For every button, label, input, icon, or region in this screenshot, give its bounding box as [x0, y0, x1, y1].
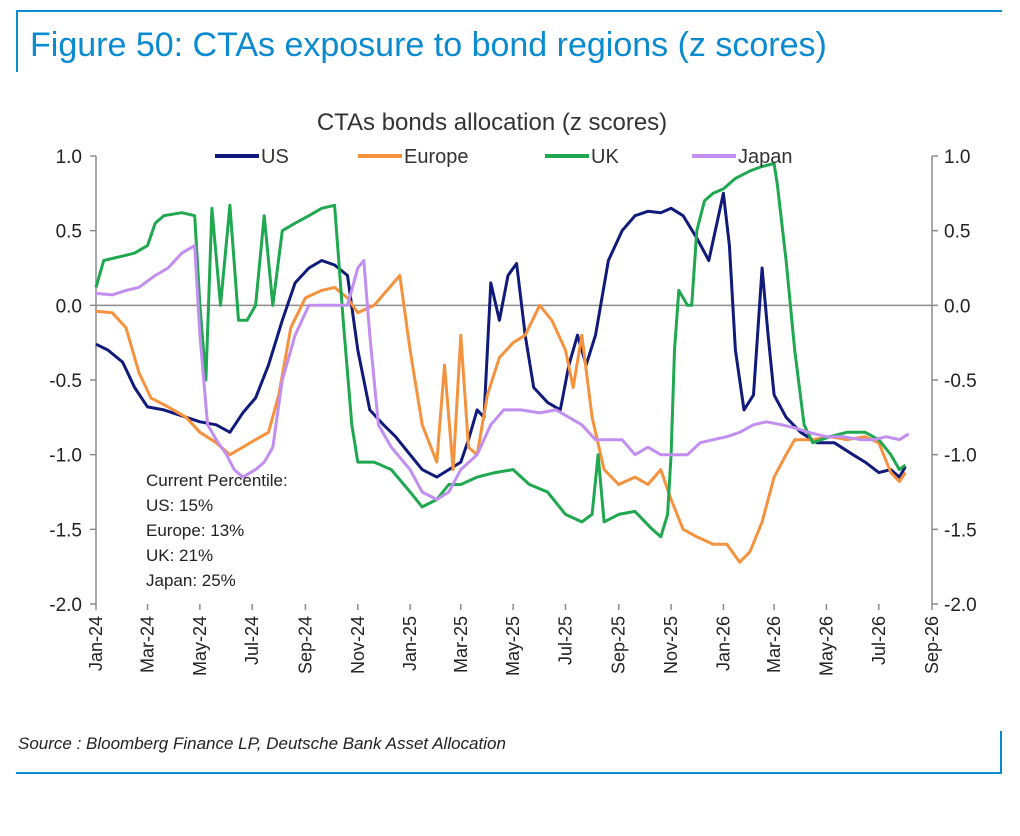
annotation-line-europe: Europe: 13%: [146, 521, 245, 540]
annotation-line-japan: Japan: 25%: [146, 571, 236, 590]
source-note: Source : Bloomberg Finance LP, Deutsche …: [18, 734, 506, 753]
left-y-tick-label: 0.0: [56, 296, 82, 317]
left-y-tick-label: 1.0: [56, 147, 82, 168]
x-tick-label: Mar-25: [451, 616, 471, 673]
right-y-tick-label: 0.0: [944, 296, 970, 317]
right-y-tick-label: -1.0: [944, 446, 977, 467]
legend-label-europe: Europe: [404, 146, 469, 168]
series-line-us: [95, 191, 907, 479]
left-y-tick-label: -2.0: [49, 595, 82, 616]
legend-label-japan: Japan: [738, 146, 793, 168]
x-tick-label: May-25: [503, 616, 523, 676]
legend-label-uk: UK: [591, 146, 619, 168]
series-line-europe: [95, 274, 907, 564]
series-line-japan: [95, 244, 910, 501]
axes: -2.0 -2.0 -1.5 -1.5 -1.0 -1.0 -0.5 -0.5 0.0 0.0 0.…: [49, 147, 977, 676]
frame-top-rule: [16, 10, 1002, 12]
right-y-tick-label: -2.0: [944, 595, 977, 616]
legend-label-us: US: [261, 146, 289, 168]
frame-right-rule: [1000, 731, 1002, 773]
x-tick-label: Sep-24: [295, 616, 315, 674]
right-y-tick-label: 1.0: [944, 147, 970, 168]
figure-title: Figure 50: CTAs exposure to bond regions…: [30, 26, 827, 64]
x-tick-label: May-24: [190, 616, 210, 676]
x-tick-label: Jul-25: [555, 616, 575, 665]
right-y-tick-label: 0.5: [944, 222, 970, 243]
x-tick-label: Jan-26: [713, 616, 733, 671]
x-tick-label: Nov-24: [348, 616, 368, 674]
annotation-line-uk: UK: 21%: [146, 546, 214, 565]
legend: US Europe UK Japan: [215, 146, 793, 168]
right-y-tick-label: -0.5: [944, 371, 977, 392]
annotation-line-us: US: 15%: [146, 496, 214, 515]
x-tick-label: Jan-24: [86, 616, 106, 671]
x-tick-label: Jul-24: [242, 616, 262, 665]
x-tick-label: Nov-25: [661, 616, 681, 674]
left-y-tick-label: -0.5: [49, 371, 82, 392]
x-tick-label: Mar-24: [137, 616, 157, 673]
frame-bottom-rule: [16, 772, 1002, 774]
left-y-tick-label: -1.0: [49, 446, 82, 467]
annotation-heading: Current Percentile:: [146, 471, 288, 490]
left-y-tick-label: -1.5: [49, 520, 82, 541]
chart-title: CTAs bonds allocation (z scores): [317, 109, 667, 136]
x-tick-label: May-26: [816, 616, 836, 676]
x-tick-label: Mar-26: [764, 616, 784, 673]
x-tick-label: Sep-25: [609, 616, 629, 674]
left-y-tick-label: 0.5: [56, 222, 82, 243]
x-tick-label: Jan-25: [400, 616, 420, 671]
frame-left-rule: [16, 10, 18, 72]
series-group: [94, 162, 910, 564]
line-chart: CTAs bonds allocation (z scores) -2.0 -2.…: [49, 109, 977, 676]
x-tick-label: Jul-26: [869, 616, 889, 665]
x-tick-label: Sep-26: [922, 616, 942, 674]
series-line-uk: [94, 162, 907, 539]
right-y-tick-label: -1.5: [944, 520, 977, 541]
